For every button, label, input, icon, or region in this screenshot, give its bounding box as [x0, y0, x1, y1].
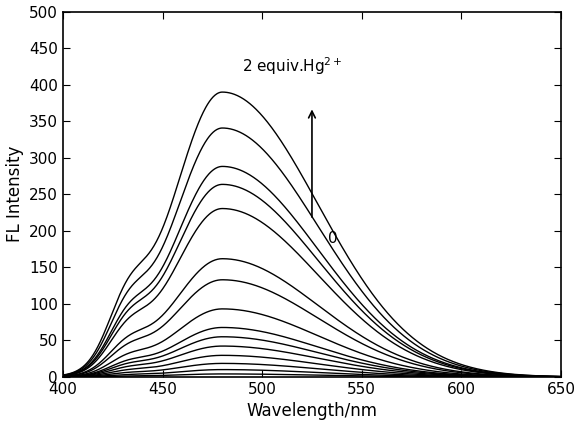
Text: 0: 0	[328, 231, 338, 246]
Text: 2 equiv.Hg$^{2+}$: 2 equiv.Hg$^{2+}$	[242, 56, 343, 78]
Y-axis label: FL Intensity: FL Intensity	[6, 146, 24, 242]
X-axis label: Wavelength/nm: Wavelength/nm	[246, 403, 378, 420]
